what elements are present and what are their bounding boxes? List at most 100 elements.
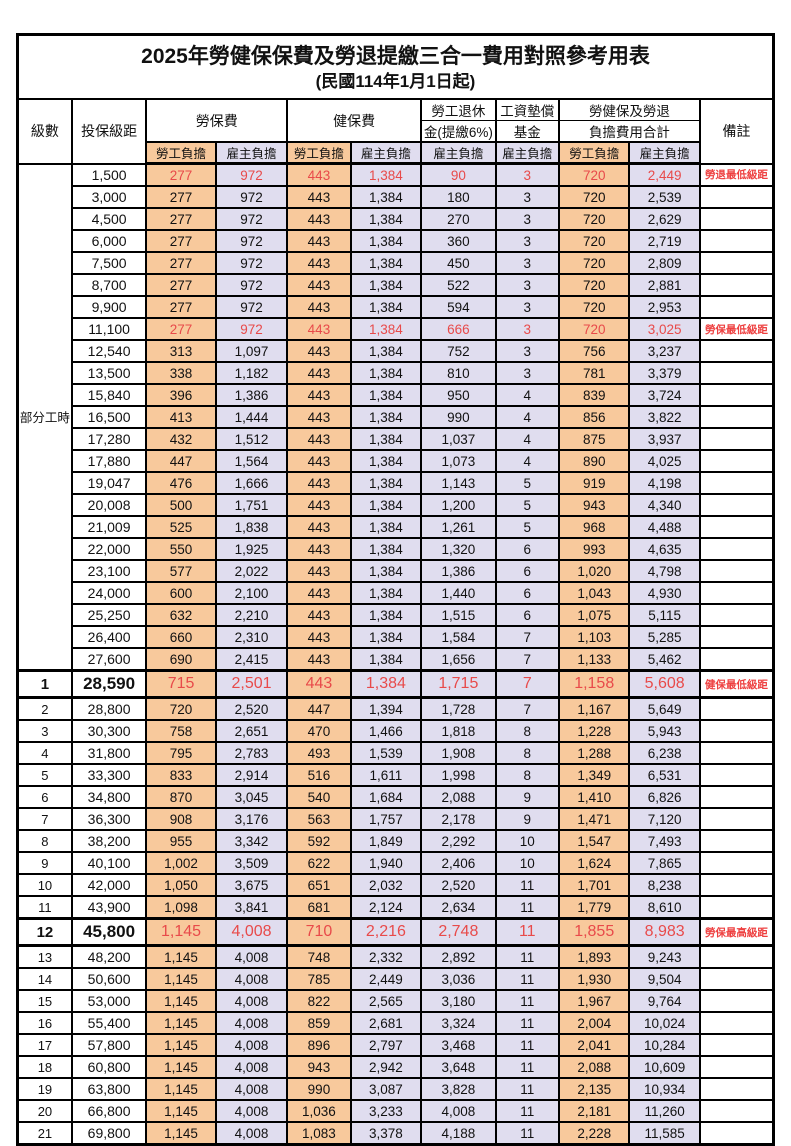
cell-health-employee: 651 [286,873,352,897]
cell-health-employee: 822 [286,989,352,1013]
cell-level: 14 [16,967,73,991]
cell-labor-employee: 396 [145,383,217,407]
cell-remark [698,1033,775,1057]
title-row: 2025年勞健保保費及勞退提繳三合一費用對照參考用表 (民國114年1月1日起) [16,33,775,100]
cell-wage-fund-employer: 3 [494,229,560,253]
table-row: 22,000 550 1,925 443 1,384 1,320 6 993 4,635 [18,537,775,561]
cell-remark [698,471,775,495]
cell-pension-employer: 2,748 [420,917,497,947]
cell-health-employee: 748 [286,944,352,969]
cell-pension-employer: 1,143 [420,471,497,495]
cell-bracket: 43,900 [70,895,148,920]
cell-pension-employer: 1,818 [420,719,497,743]
cell-pension-employer: 270 [420,207,497,231]
cell-wage-fund-employer: 3 [494,207,560,231]
cell-wage-fund-employer: 3 [494,361,560,385]
cell-health-employer: 2,942 [349,1055,423,1079]
cell-health-employer: 1,384 [349,273,423,297]
cell-total-employee: 1,624 [557,851,631,875]
cell-health-employee: 447 [286,696,352,721]
cell-health-employer: 1,384 [349,229,423,253]
cell-health-employer: 1,384 [349,207,423,231]
header-pension-line2: 金(提繳6%) [420,120,497,143]
table-row: 1 28,590 715 2,501 443 1,384 1,715 7 1,158 5,608 健… [16,669,775,699]
cell-wage-fund-employer: 11 [494,1099,560,1123]
cell-labor-employer: 4,008 [214,1099,289,1123]
table-row: 4 31,800 795 2,783 493 1,539 1,908 8 1,288 6,238 [16,741,775,765]
cell-total-employer: 7,120 [628,807,701,831]
cell-health-employer: 3,087 [349,1077,423,1101]
cell-pension-employer: 1,908 [420,741,497,765]
cell-labor-employer: 4,008 [214,1055,289,1079]
cell-pension-employer: 1,320 [420,537,497,561]
cell-pension-employer: 1,073 [420,449,497,473]
cell-health-employee: 443 [286,449,352,473]
cell-labor-employee: 277 [145,229,217,253]
cell-remark [698,559,775,583]
cell-bracket: 25,250 [70,603,148,627]
subheader-pension-employer: 雇主負擔 [420,141,497,165]
cell-labor-employee: 1,050 [145,873,217,897]
cell-bracket: 7,500 [70,251,148,275]
cell-remark [698,763,775,787]
cell-health-employee: 990 [286,1077,352,1101]
cell-level: 10 [16,873,73,897]
cell-total-employer: 3,937 [628,427,701,451]
cell-health-employer: 2,216 [349,917,423,947]
cell-total-employee: 1,075 [557,603,631,627]
cell-remark: 勞退最低級距 [698,162,775,187]
cell-remark [698,989,775,1013]
cell-wage-fund-employer: 8 [494,741,560,765]
cell-pension-employer: 1,998 [420,763,497,787]
cell-labor-employer: 1,182 [214,361,289,385]
cell-total-employee: 720 [557,162,631,187]
cell-pension-employer: 2,520 [420,873,497,897]
cell-bracket: 40,100 [70,851,148,875]
subheader-total-employer: 雇主負擔 [628,141,701,165]
cell-total-employee: 1,471 [557,807,631,831]
cell-total-employee: 993 [557,537,631,561]
cell-total-employer: 5,943 [628,719,701,743]
cell-bracket: 23,100 [70,559,148,583]
cell-health-employer: 1,384 [349,647,423,672]
cell-health-employer: 2,124 [349,895,423,920]
cell-total-employer: 2,719 [628,229,701,253]
cell-total-employee: 1,893 [557,944,631,969]
header-level: 級數 [16,98,73,165]
table-row: 26,400 660 2,310 443 1,384 1,584 7 1,103 5,285 [18,625,775,649]
table-row: 7,500 277 972 443 1,384 450 3 720 2,809 [18,251,775,275]
cell-health-employee: 443 [286,295,352,319]
subheader-total-employee: 勞工負擔 [557,141,631,165]
cell-health-employer: 1,611 [349,763,423,787]
cell-wage-fund-employer: 8 [494,763,560,787]
cell-remark [698,295,775,319]
cell-bracket: 63,800 [70,1077,148,1101]
cell-wage-fund-employer: 5 [494,493,560,517]
cell-level: 8 [16,829,73,853]
cell-bracket: 33,300 [70,763,148,787]
cell-pension-employer: 594 [420,295,497,319]
cell-total-employer: 4,798 [628,559,701,583]
cell-wage-fund-employer: 9 [494,807,560,831]
cell-remark [698,493,775,517]
cell-labor-employee: 277 [145,295,217,319]
cell-remark: 勞保最低級距 [698,317,775,341]
cell-total-employer: 2,809 [628,251,701,275]
cell-bracket: 34,800 [70,785,148,809]
cell-pension-employer: 2,634 [420,895,497,920]
cell-wage-fund-employer: 6 [494,537,560,561]
cell-remark [698,625,775,649]
cell-total-employer: 6,531 [628,763,701,787]
cell-wage-fund-employer: 4 [494,427,560,451]
cell-bracket: 36,300 [70,807,148,831]
cell-health-employee: 443 [286,229,352,253]
cell-remark [698,229,775,253]
cell-health-employer: 1,384 [349,339,423,363]
cell-health-employee: 443 [286,317,352,341]
cell-level: 6 [16,785,73,809]
cell-labor-employee: 1,145 [145,1099,217,1123]
cell-level: 11 [16,895,73,920]
cell-bracket: 38,200 [70,829,148,853]
cell-total-employer: 5,462 [628,647,701,672]
header-bracket: 投保級距 [70,98,148,165]
